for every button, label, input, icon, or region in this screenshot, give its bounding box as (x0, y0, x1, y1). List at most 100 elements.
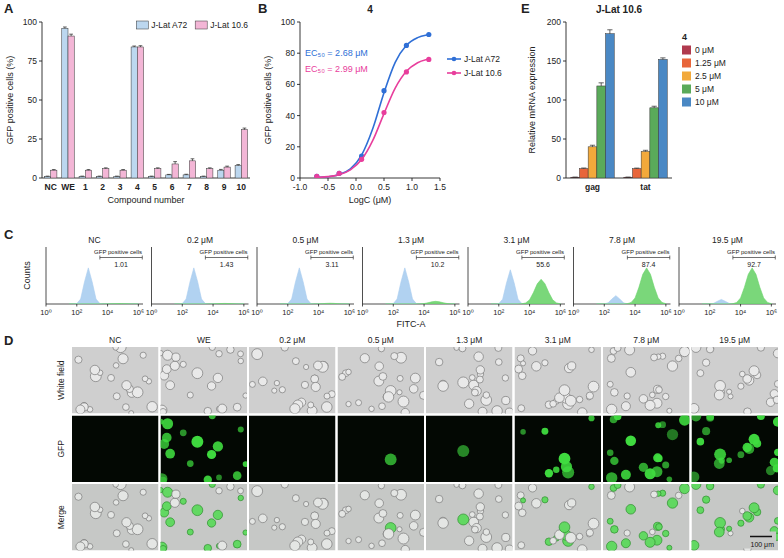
y-tick-label: 50 (552, 134, 562, 144)
tile-background (515, 484, 602, 551)
tile-background (515, 347, 602, 414)
error-cap (643, 150, 648, 151)
y-tick (563, 61, 566, 62)
histogram-area (175, 303, 244, 304)
cell (311, 382, 320, 391)
cell (502, 512, 508, 518)
cell (410, 510, 420, 520)
y-tick (297, 84, 300, 85)
legend-title: 4 (682, 32, 687, 42)
tile-background (426, 347, 513, 414)
micrograph-tile (338, 347, 425, 414)
cell (568, 362, 576, 370)
gfp-cell (714, 458, 725, 469)
y-axis-title: GFP positive cells (%) (263, 56, 273, 144)
cell (322, 402, 333, 413)
cell (607, 381, 613, 387)
x-axis-title: LogC (μM) (349, 195, 392, 205)
cell (654, 385, 662, 393)
error-cap (184, 174, 188, 175)
gfp-cell (216, 475, 222, 481)
cell (492, 543, 502, 551)
x-axis-title: FITC-A (397, 319, 426, 329)
cell (607, 354, 615, 362)
gfp-cell (207, 450, 216, 459)
point (314, 174, 319, 178)
error-bar (115, 176, 119, 177)
cell (140, 489, 146, 495)
legend-label: J-Lat A72 (151, 20, 187, 30)
gate-value: 55.6 (536, 261, 550, 268)
cell (238, 488, 244, 494)
cell (304, 501, 309, 506)
cell (576, 533, 582, 539)
cell (472, 526, 479, 533)
error-bar (599, 83, 604, 86)
gate-end (732, 256, 733, 260)
cell (213, 510, 222, 519)
cell (656, 387, 663, 394)
gfp-cell (161, 477, 167, 482)
bar (85, 170, 91, 178)
error-bar (208, 167, 212, 169)
cell (692, 484, 701, 489)
row-label: Merge (56, 505, 66, 529)
error-cap (590, 145, 595, 146)
cell (773, 486, 778, 495)
gfp-cell (667, 477, 673, 482)
cell (383, 529, 393, 539)
cell (311, 519, 320, 528)
error-cap (69, 34, 73, 35)
point (426, 32, 431, 37)
gate-value: 3.11 (326, 261, 339, 268)
gfp-cell (209, 416, 216, 420)
x-tick (182, 304, 183, 307)
error-bar (191, 159, 195, 161)
x-tick-label: 10⁴ (102, 308, 114, 317)
y-tick-label: 60 (286, 79, 296, 89)
cell (339, 510, 346, 517)
x-tick-label: 10⁶ (344, 308, 355, 317)
cell (472, 389, 479, 396)
gfp-cell (692, 471, 700, 482)
cell (550, 537, 557, 544)
panel-title: 1.3 μM (398, 235, 424, 245)
x-tick-label: 10² (282, 308, 293, 317)
x-tick-label: 10⁰ (673, 308, 684, 317)
plot-area (175, 268, 244, 304)
legend-label: 5 μM (695, 84, 714, 94)
legend-label: J-Lat A72 (464, 54, 500, 64)
column-label: 0.5 μM (368, 335, 394, 345)
cell (360, 491, 369, 500)
gate: GFP positive cells1.01 (94, 249, 142, 268)
error-line (601, 83, 602, 86)
cell (162, 365, 171, 374)
error-cap (236, 164, 240, 165)
micrograph-tile (692, 416, 779, 483)
cell (113, 530, 120, 537)
cell (774, 381, 778, 388)
cell (401, 545, 409, 550)
tile-background (692, 484, 779, 551)
cell (397, 390, 402, 395)
cell (113, 363, 119, 369)
cell (625, 347, 635, 355)
cell (123, 541, 130, 548)
cell (626, 367, 636, 377)
cell (483, 529, 490, 536)
tile-background (338, 416, 425, 483)
gfp-cell (588, 416, 594, 422)
gate-value: 1.01 (114, 261, 128, 268)
gate-end (205, 256, 206, 260)
cell (621, 539, 630, 548)
gfp-cell (737, 451, 744, 458)
x-tick (573, 304, 574, 307)
bar (114, 176, 120, 178)
plot-area (491, 270, 560, 304)
error-bar (243, 128, 247, 130)
y-tick-label: 100 (281, 17, 295, 27)
error-cap (150, 176, 154, 177)
error-cap (80, 176, 84, 177)
gate-line (100, 257, 142, 258)
x-tick (635, 304, 636, 307)
